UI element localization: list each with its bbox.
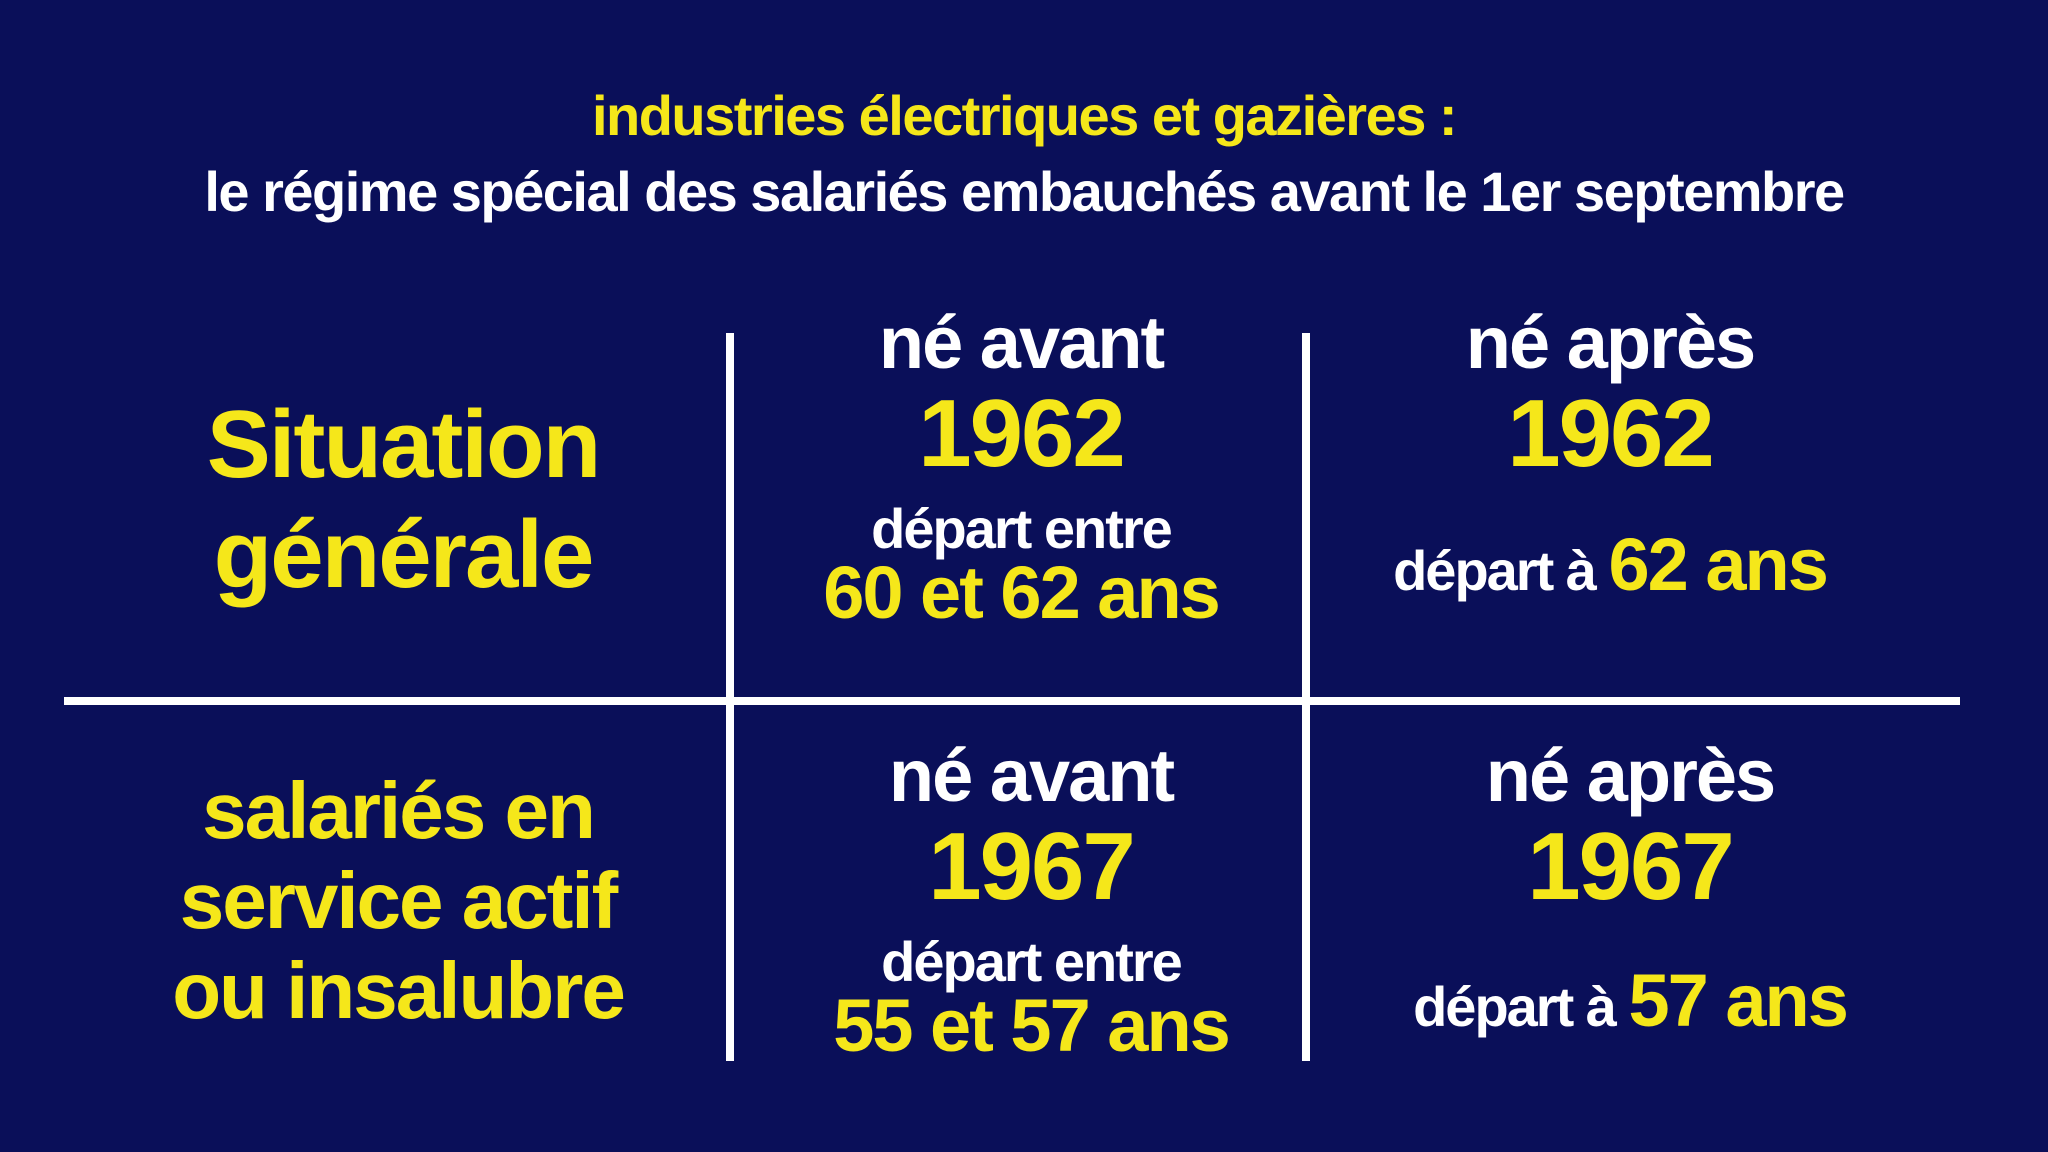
header-title: industries électriques et gazières : [591,84,1458,147]
departure-range: 60 et 62 ans [823,551,1221,634]
year-value: 1962 [918,380,1126,487]
born-label: né après [1465,301,1756,384]
cell-row1-after: né après 1962 départ à 62 ans [1320,300,1900,640]
departure-block: départ entre 55 et 57 ans [746,930,1316,1067]
departure-label: départ à [1393,539,1597,602]
row-label-line: Situation [206,391,602,498]
departure-label: départ entre [881,930,1183,993]
born-label: né après [1485,734,1776,817]
year-value: 1967 [1527,813,1735,920]
departure-block: départ entre 60 et 62 ans [736,497,1306,634]
departure-label: départ à [1413,975,1617,1038]
departure-label: départ entre [871,497,1173,560]
row-label-line: générale [213,501,595,608]
born-label: né avant [878,301,1165,384]
row-label-service-actif: salariés en service actif ou insalubre [40,766,756,1036]
header-subtitle: le régime spécial des salariés embauchés… [204,160,1845,223]
cell-row2-before: né avant 1967 départ entre 55 et 57 ans [746,733,1316,1067]
departure-block: départ à 57 ans [1340,961,1920,1047]
year-value: 1967 [928,813,1136,920]
row-label-situation-generale: Situation générale [40,390,766,610]
departure-age: 62 ans [1608,523,1829,606]
row-label-line: salariés en [202,766,596,855]
row-label-line: service actif [179,856,619,945]
divider-horizontal [64,697,1960,705]
cell-row1-before: né avant 1962 départ entre 60 et 62 ans [736,300,1306,634]
row-label-line: ou insalubre [172,946,626,1035]
departure-range: 55 et 57 ans [833,984,1231,1067]
departure-block: départ à 62 ans [1320,525,1900,611]
departure-age: 57 ans [1628,959,1849,1042]
born-label: né avant [888,734,1175,817]
year-value: 1962 [1507,380,1715,487]
cell-row2-after: né après 1967 départ à 57 ans [1340,733,1920,1073]
header: industries électriques et gazières : le … [0,78,2048,230]
